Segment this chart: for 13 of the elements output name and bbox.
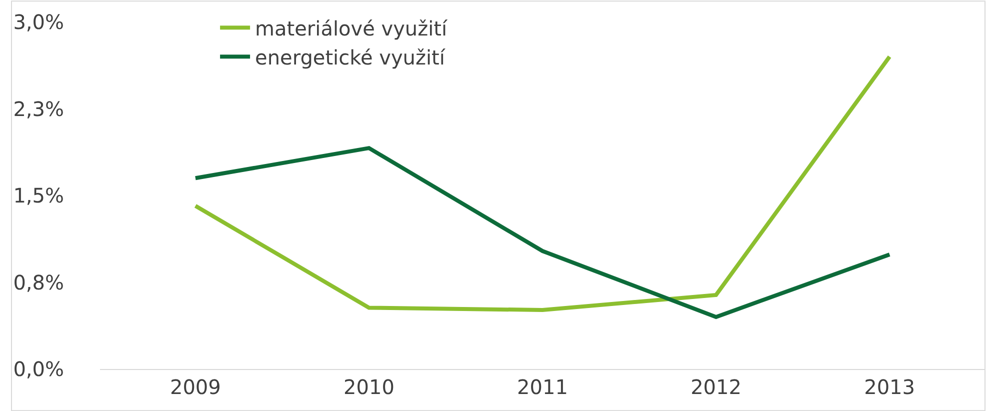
legend-label: energetické využití xyxy=(255,45,446,70)
y-tick-label: 1,5% xyxy=(13,184,64,208)
y-tick-label: 0,8% xyxy=(13,270,64,294)
y-tick-label: 0,0% xyxy=(13,357,64,381)
x-tick-label: 2010 xyxy=(344,375,394,399)
legend-label: materiálové využití xyxy=(255,16,449,40)
y-tick-label: 2,3% xyxy=(13,96,64,121)
y-tick-label: 3,0% xyxy=(13,10,64,34)
x-tick-label: 2012 xyxy=(690,375,742,399)
x-tick-label: 2013 xyxy=(864,375,916,399)
line-series xyxy=(193,146,892,319)
x-tick-label: 2011 xyxy=(517,375,568,399)
x-tick-label: 2009 xyxy=(170,375,221,399)
